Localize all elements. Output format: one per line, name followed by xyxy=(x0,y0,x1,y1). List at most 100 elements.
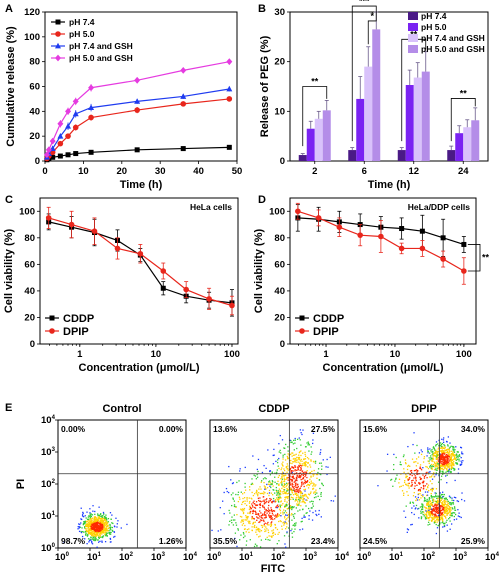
event-dot xyxy=(217,530,219,532)
event-dot xyxy=(445,500,447,502)
event-dot xyxy=(249,489,251,491)
event-dot xyxy=(104,517,106,520)
event-dot xyxy=(444,460,447,463)
event-dot xyxy=(306,476,308,479)
event-dot xyxy=(425,507,427,509)
event-dot xyxy=(295,478,298,480)
event-dot xyxy=(237,529,240,531)
event-dot xyxy=(436,504,438,506)
event-dot xyxy=(254,510,257,512)
event-dot xyxy=(286,518,288,520)
event-dot xyxy=(446,474,448,476)
event-dot xyxy=(403,510,405,512)
event-dot xyxy=(299,488,301,490)
event-dot xyxy=(291,519,293,521)
event-dot xyxy=(322,484,324,487)
event-dot xyxy=(230,494,233,496)
event-dot xyxy=(291,441,293,443)
event-dot xyxy=(98,506,100,508)
event-dot xyxy=(279,520,281,522)
event-dot xyxy=(451,459,454,461)
event-dot xyxy=(299,464,302,467)
event-dot xyxy=(436,518,438,520)
event-dot xyxy=(91,531,93,534)
event-dot xyxy=(439,465,442,467)
panel-letter-d: D xyxy=(258,194,266,206)
event-dot xyxy=(283,489,286,491)
event-dot xyxy=(440,465,442,468)
event-dot xyxy=(302,472,305,474)
event-dot xyxy=(445,471,447,473)
event-dot xyxy=(413,461,415,464)
event-dot xyxy=(110,531,112,534)
event-dot xyxy=(433,472,435,474)
event-dot xyxy=(434,515,436,517)
event-dot xyxy=(419,476,421,478)
event-dot xyxy=(310,453,312,455)
event-dot xyxy=(220,529,222,531)
data-point xyxy=(65,123,72,129)
event-dot xyxy=(443,447,446,449)
event-dot xyxy=(302,476,305,479)
event-dot xyxy=(428,509,430,511)
event-dot xyxy=(233,514,235,516)
x-tick-label: 2 xyxy=(312,166,317,177)
event-dot xyxy=(439,496,441,498)
event-dot xyxy=(450,464,452,467)
event-dot xyxy=(252,510,254,513)
event-dot xyxy=(235,506,237,508)
plot-frame xyxy=(57,419,187,549)
event-dot xyxy=(100,518,102,520)
event-dot xyxy=(452,501,454,504)
event-dot xyxy=(438,447,440,449)
event-dot xyxy=(424,491,427,493)
event-dot xyxy=(269,483,271,486)
event-dot xyxy=(416,471,418,473)
event-dot xyxy=(411,458,414,460)
event-dot xyxy=(427,505,430,507)
event-dot xyxy=(431,487,433,490)
event-dot xyxy=(276,514,278,516)
event-dot xyxy=(430,512,433,515)
event-dot xyxy=(301,463,303,465)
event-dot xyxy=(229,520,231,522)
bar xyxy=(463,127,472,161)
event-dot xyxy=(86,535,89,537)
event-dot xyxy=(294,484,297,487)
event-dot xyxy=(431,489,433,491)
event-dot xyxy=(277,476,280,479)
event-dot xyxy=(435,449,437,451)
event-dot xyxy=(309,510,311,512)
event-dot xyxy=(287,488,289,491)
event-dot xyxy=(82,530,84,533)
event-dot xyxy=(420,512,422,514)
event-dot xyxy=(301,508,304,511)
event-dot xyxy=(102,520,105,523)
data-point xyxy=(88,149,94,155)
event-dot xyxy=(307,507,310,510)
event-dot xyxy=(282,461,284,463)
event-dot xyxy=(292,494,295,496)
event-dot xyxy=(452,512,455,514)
event-dot xyxy=(294,489,296,492)
event-dot xyxy=(449,457,451,459)
event-dot xyxy=(268,509,270,511)
event-dot xyxy=(294,439,296,441)
event-dot xyxy=(99,524,101,526)
event-dot xyxy=(452,453,454,455)
event-dot xyxy=(403,454,405,456)
event-dot xyxy=(420,469,423,471)
event-dot xyxy=(444,452,446,454)
event-dot xyxy=(443,457,445,459)
event-dot xyxy=(302,498,304,501)
event-dot xyxy=(442,526,444,528)
event-dot xyxy=(251,498,253,500)
event-dot xyxy=(299,463,301,465)
legend-marker xyxy=(55,19,61,25)
x-tick-label: 100 xyxy=(456,349,472,360)
event-dot xyxy=(298,451,301,454)
event-dot xyxy=(307,497,309,499)
event-dot xyxy=(310,482,313,484)
event-dot xyxy=(424,497,426,500)
event-dot xyxy=(276,513,279,515)
